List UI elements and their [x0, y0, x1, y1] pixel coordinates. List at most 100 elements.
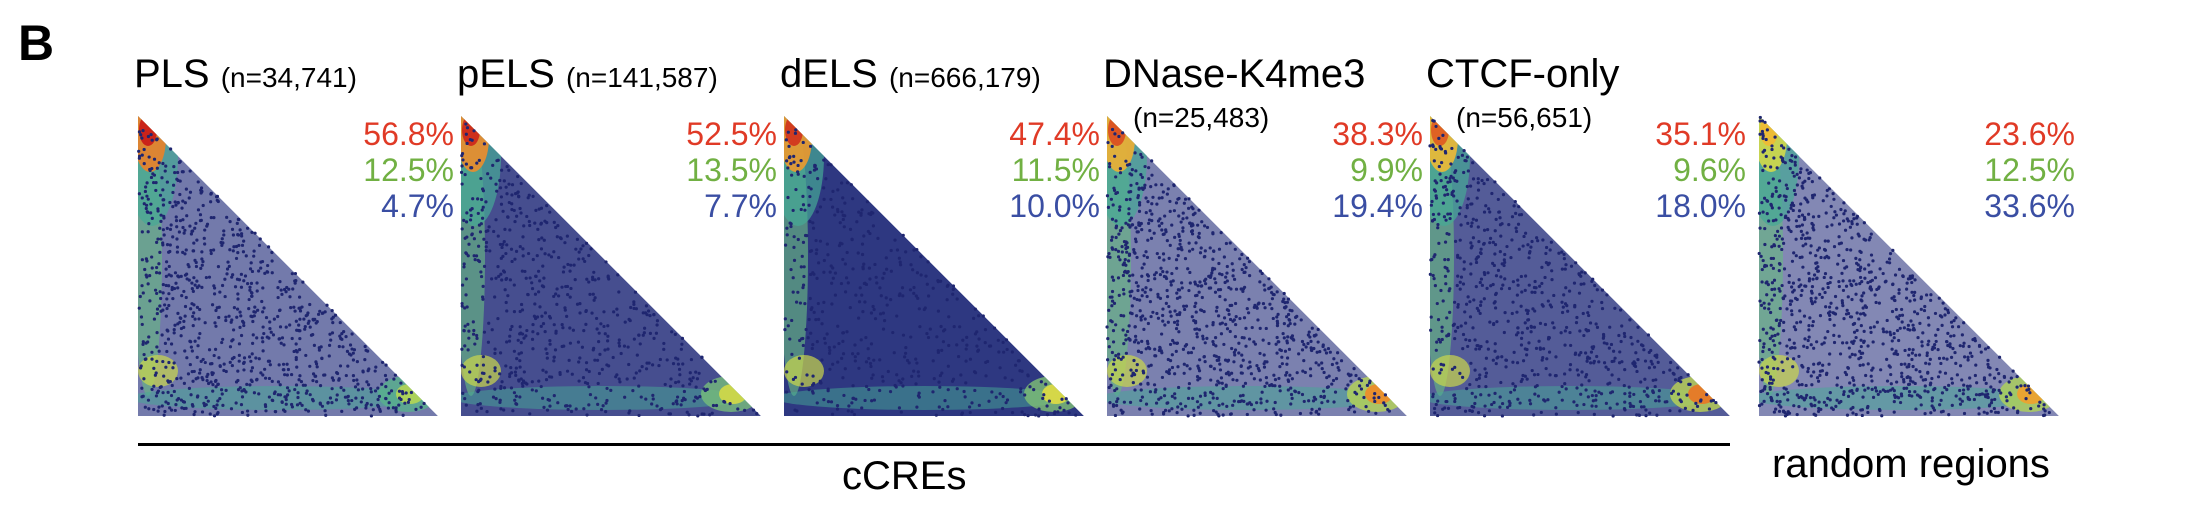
scatter-dot [231, 249, 235, 253]
scatter-dot [1839, 241, 1843, 245]
scatter-dot [1761, 132, 1765, 136]
scatter-dot [1794, 219, 1799, 223]
scatter-dot [822, 300, 826, 304]
scatter-dot [1809, 374, 1813, 378]
scatter-dot [1465, 203, 1469, 207]
scatter-dot [967, 405, 972, 409]
scatter-dot [869, 311, 874, 315]
scatter-dot [513, 192, 518, 196]
scatter-dot [1908, 299, 1912, 303]
scatter-dot [173, 170, 177, 175]
scatter-dot [476, 197, 480, 201]
scatter-dot [268, 320, 272, 324]
scatter-dot [1125, 241, 1129, 245]
scatter-dot [1118, 171, 1123, 175]
scatter-dot [992, 326, 997, 330]
scatter-dot [1483, 272, 1487, 277]
scatter-dot [895, 248, 900, 252]
scatter-dot [508, 228, 512, 232]
scatter-dot [1216, 288, 1221, 292]
scatter-dot [533, 221, 537, 225]
scatter-dot [1165, 295, 1170, 299]
scatter-dot [249, 369, 253, 373]
scatter-dot [397, 403, 401, 407]
scatter-dot [1339, 359, 1344, 363]
scatter-dot [267, 336, 271, 340]
scatter-dot [2007, 380, 2011, 384]
scatter-dot [1494, 274, 1499, 278]
scatter-dot [2015, 385, 2019, 389]
scatter-dot [662, 347, 666, 351]
scatter-dot [1612, 359, 1616, 363]
scatter-dot [1242, 316, 1247, 320]
scatter-dot [354, 396, 358, 400]
scatter-dot [815, 210, 819, 214]
scatter-dot [525, 382, 529, 386]
scatter-dot [811, 342, 815, 347]
scatter-dot [1146, 278, 1150, 283]
scatter-dot [1826, 329, 1830, 334]
scatter-dot [1157, 224, 1161, 228]
scatter-dot [378, 409, 382, 413]
scatter-dot [1033, 413, 1038, 417]
scatter-dot [884, 296, 888, 300]
scatter-dot [1309, 374, 1313, 378]
scatter-dot [1777, 409, 1782, 413]
scatter-dot [1877, 301, 1881, 305]
scatter-dot [286, 367, 291, 372]
scatter-dot [1357, 377, 1361, 381]
scatter-dot [1774, 186, 1778, 190]
scatter-dot [510, 202, 514, 206]
scatter-dot [258, 237, 262, 241]
scatter-dot [1560, 267, 1564, 271]
scatter-dot [1243, 381, 1248, 385]
scatter-dot [679, 403, 683, 407]
scatter-dot [1242, 263, 1246, 267]
scatter-dot [1265, 381, 1269, 385]
scatter-dot [597, 331, 601, 335]
scatter-dot [1445, 266, 1449, 270]
scatter-dot [1813, 403, 1817, 408]
scatter-dot [1470, 409, 1474, 414]
scatter-dot [700, 355, 704, 359]
scatter-dot [1135, 297, 1139, 302]
scatter-dot [1611, 414, 1615, 418]
scatter-dot [1105, 325, 1109, 329]
scatter-dot [1199, 403, 1203, 407]
scatter-dot [1133, 334, 1138, 338]
scatter-dot [1128, 197, 1132, 201]
scatter-dot [1988, 403, 1992, 407]
scatter-dot [881, 327, 886, 331]
scatter-dot [1300, 339, 1305, 344]
scatter-dot [1336, 351, 1340, 355]
scatter-dot [796, 290, 800, 294]
scatter-dot [239, 333, 244, 338]
scatter-dot [243, 274, 248, 278]
scatter-dot [1885, 379, 1890, 383]
scatter-dot [261, 325, 265, 329]
scatter-dot [1966, 387, 1970, 391]
scatter-dot [1909, 319, 1913, 323]
scatter-dot [260, 259, 265, 264]
scatter-dot [1122, 341, 1126, 346]
scatter-dot [346, 364, 350, 368]
scatter-dot [2029, 406, 2033, 411]
panel-title: DNase-K4me3 (n=25,483) [1103, 50, 1365, 133]
bottom-band [784, 386, 1074, 410]
density-layer [138, 116, 438, 416]
scatter-dot [262, 331, 266, 336]
scatter-dot [843, 262, 847, 266]
scatter-dot [1805, 393, 1809, 397]
scatter-dot [221, 337, 225, 341]
scatter-dot [1505, 244, 1509, 249]
top-left-core [1431, 116, 1449, 146]
scatter-dot [1900, 313, 1905, 317]
scatter-dot [1797, 278, 1801, 282]
scatter-dot [473, 342, 477, 346]
scatter-dot [1466, 295, 1470, 299]
scatter-dot [1594, 398, 1598, 402]
scatter-dot [842, 225, 846, 229]
scatter-dot [192, 241, 196, 245]
scatter-dot [1193, 327, 1197, 331]
scatter-dot [1181, 226, 1185, 230]
